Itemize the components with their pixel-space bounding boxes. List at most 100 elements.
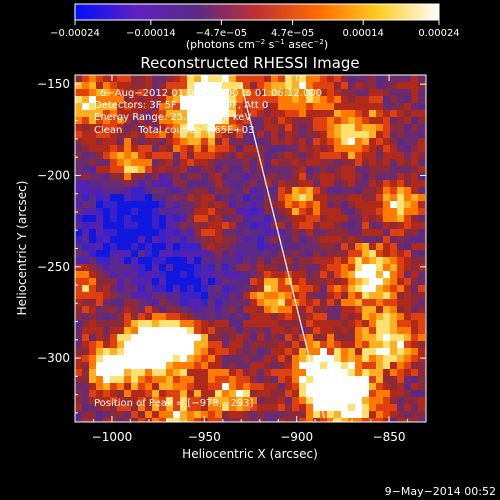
heatmap-cell (194, 243, 202, 251)
heatmap-cell (264, 292, 272, 300)
heatmap-cell (124, 96, 132, 104)
heatmap-cell (362, 243, 370, 251)
heatmap-cell (110, 243, 118, 251)
heatmap-cell (89, 96, 97, 104)
heatmap-cell (82, 250, 90, 258)
heatmap-cell (131, 75, 139, 83)
heatmap-cell (341, 278, 349, 286)
heatmap-cell (285, 201, 293, 209)
heatmap-cell (201, 362, 209, 370)
heatmap-cell (173, 215, 181, 223)
heatmap-cell (82, 173, 90, 181)
heatmap-cell (341, 362, 349, 370)
heatmap-cell (243, 334, 251, 342)
heatmap-cell (285, 131, 293, 139)
heatmap-cell (362, 236, 370, 244)
heatmap-cell (229, 299, 237, 307)
heatmap-cell (222, 124, 230, 132)
heatmap-cell (299, 299, 307, 307)
heatmap-cell (334, 348, 342, 356)
heatmap-cell (124, 180, 132, 188)
heatmap-cell (397, 194, 405, 202)
heatmap-cell (271, 334, 279, 342)
heatmap-cell (236, 327, 244, 335)
heatmap-cell (327, 117, 335, 125)
heatmap-cell (257, 362, 265, 370)
heatmap-cell (201, 82, 209, 90)
heatmap-cell (257, 376, 265, 384)
heatmap-cell (320, 348, 328, 356)
heatmap-cell (75, 201, 83, 209)
heatmap-cell (404, 152, 412, 160)
heatmap-cell (131, 320, 139, 328)
heatmap-cell (236, 250, 244, 258)
heatmap-cell (327, 264, 335, 272)
heatmap-cell (201, 145, 209, 153)
heatmap-cell (89, 313, 97, 321)
heatmap-cell (124, 306, 132, 314)
heatmap-cell (124, 166, 132, 174)
heatmap-cell (404, 285, 412, 293)
heatmap-cell (313, 243, 321, 251)
heatmap-cell (306, 320, 314, 328)
heatmap-cell (124, 397, 132, 405)
heatmap-cell (313, 152, 321, 160)
heatmap-cell (152, 166, 160, 174)
heatmap-cell (313, 404, 321, 412)
heatmap-cell (306, 215, 314, 223)
heatmap-cell (145, 355, 153, 363)
heatmap-cell (278, 390, 286, 398)
heatmap-cell (271, 313, 279, 321)
heatmap-cell (292, 334, 300, 342)
heatmap-cell (222, 201, 230, 209)
heatmap-cell (355, 271, 363, 279)
heatmap-cell (208, 383, 216, 391)
heatmap-cell (390, 236, 398, 244)
heatmap-cell (75, 152, 83, 160)
heatmap-cell (369, 299, 377, 307)
heatmap-cell (264, 215, 272, 223)
heatmap-cell (124, 334, 132, 342)
heatmap-cell (131, 166, 139, 174)
heatmap-cell (215, 82, 223, 90)
heatmap-cell (187, 355, 195, 363)
heatmap-cell (355, 376, 363, 384)
heatmap-cell (117, 236, 125, 244)
heatmap-cell (138, 103, 146, 111)
heatmap-cell (390, 299, 398, 307)
heatmap-cell (271, 229, 279, 237)
heatmap-cell (334, 299, 342, 307)
heatmap-cell (215, 96, 223, 104)
heatmap-cell (334, 411, 342, 419)
heatmap-cell (229, 243, 237, 251)
heatmap-cell (327, 166, 335, 174)
heatmap-cell (159, 369, 167, 377)
heatmap-cell (320, 292, 328, 300)
heatmap-cell (257, 201, 265, 209)
heatmap-cell (180, 208, 188, 216)
heatmap-cell (194, 222, 202, 230)
heatmap-cell (292, 229, 300, 237)
heatmap-cell (96, 117, 104, 125)
heatmap-cell (229, 397, 237, 405)
heatmap-cell (271, 327, 279, 335)
heatmap-cell (96, 131, 104, 139)
heatmap-cell (103, 369, 111, 377)
heatmap-cell (362, 110, 370, 118)
heatmap-cell (320, 215, 328, 223)
heatmap-cell (264, 89, 272, 97)
heatmap-cell (376, 362, 384, 370)
heatmap-cell (173, 103, 181, 111)
heatmap-cell (222, 285, 230, 293)
heatmap-cell (348, 257, 356, 265)
heatmap-cell (313, 313, 321, 321)
heatmap-cell (404, 222, 412, 230)
heatmap-cell (320, 397, 328, 405)
heatmap-cell (159, 257, 167, 265)
heatmap-cell (222, 194, 230, 202)
heatmap-cell (348, 264, 356, 272)
heatmap-cell (369, 306, 377, 314)
heatmap-cell (131, 411, 139, 419)
heatmap-cell (117, 292, 125, 300)
heatmap-cell (131, 138, 139, 146)
